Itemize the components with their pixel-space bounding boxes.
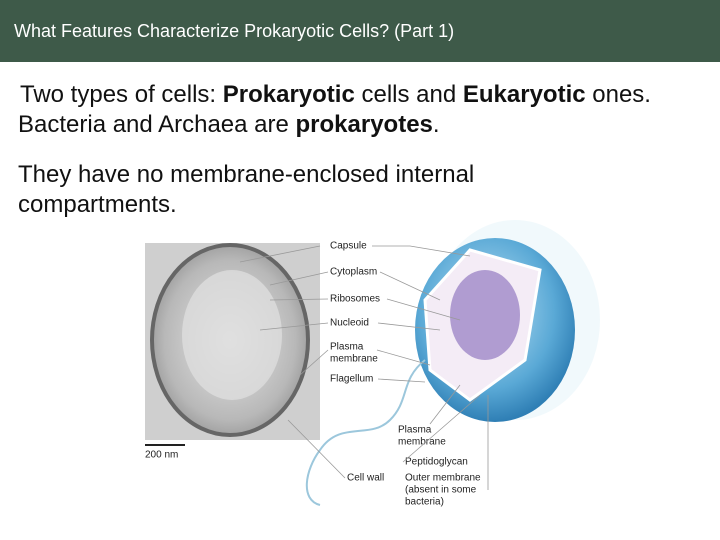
nucleoid (450, 270, 520, 360)
leader-line (269, 298, 329, 301)
leader-line (287, 419, 346, 479)
text-run: . (432, 111, 440, 138)
header-bar: What Features Characterize Prokaryotic C… (0, 0, 720, 62)
paragraph: Two types of cells: Prokaryotic cells an… (18, 80, 698, 140)
leader-line (377, 322, 441, 331)
figure-label: Cell wall (347, 473, 384, 484)
figure-label: Flagellum (330, 374, 373, 385)
figure-label: Outer membrane (405, 473, 481, 484)
figure-label: Nucleoid (330, 318, 369, 329)
text-run: They have no membrane-enclosed internal … (18, 161, 475, 218)
leader-line (429, 384, 461, 425)
leader-line (239, 245, 321, 263)
leader-line (376, 349, 431, 366)
figure-label: (absent in some (405, 485, 477, 496)
leader-line (372, 245, 471, 257)
figure-label: Plasma (398, 425, 432, 436)
leader-line (386, 298, 461, 321)
micrograph-nucleoid (182, 270, 282, 400)
leader-line (402, 394, 481, 463)
scale-label: 200 nm (145, 450, 178, 461)
text-run: ones. Bacteria and Archaea are (18, 81, 651, 138)
figure-label: bacteria) (405, 497, 444, 508)
figure-label: Capsule (330, 241, 367, 252)
figure-label: membrane (330, 354, 378, 365)
figure-label: Ribosomes (330, 294, 380, 305)
leader-line (377, 378, 426, 383)
leader-line (299, 349, 329, 376)
paragraph: They have no membrane-enclosed internal … (18, 160, 598, 220)
text-run: Two types of cells: (20, 81, 223, 108)
text-run: prokaryotes (295, 111, 433, 138)
figure-label: Peptidoglycan (405, 457, 468, 468)
figure-label: Plasma (330, 342, 364, 353)
leader-line (269, 271, 329, 286)
text-run: Eukaryotic (462, 81, 586, 108)
figure-label: Cytoplasm (330, 267, 377, 278)
leader-line (379, 271, 441, 301)
text-run: cells and (354, 81, 463, 108)
text-run: Prokaryotic (222, 81, 355, 108)
flagellum (305, 359, 426, 506)
figure-label: membrane (398, 437, 446, 448)
slide-title: What Features Characterize Prokaryotic C… (14, 21, 455, 41)
leader-line (259, 322, 329, 331)
